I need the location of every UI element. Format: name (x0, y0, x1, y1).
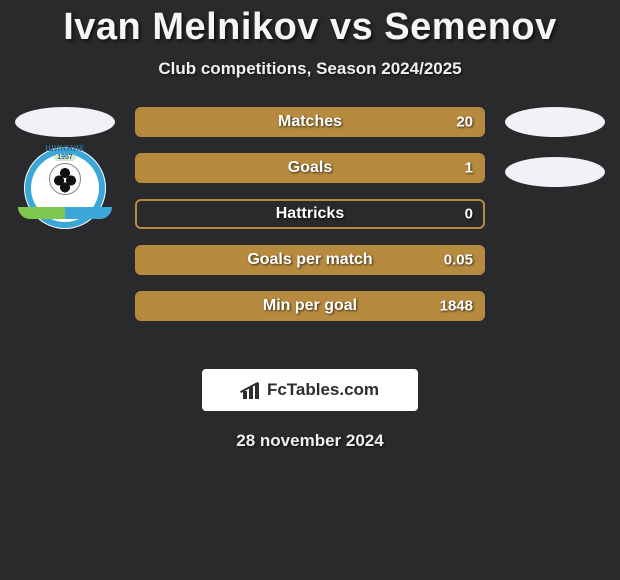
stat-bar-row: Min per goal 1848 (135, 291, 485, 321)
comparison-title: Ivan Melnikov vs Semenov (0, 0, 620, 49)
comparison-stage: ШИННИК 1957 Matches 20 Goals 1 Hattricks 0 Goa… (0, 107, 620, 367)
club-year-text: 1957 (54, 154, 76, 161)
date-text: 28 november 2024 (0, 431, 620, 451)
player-photo-placeholder-right-2 (505, 157, 605, 187)
football-icon (49, 163, 81, 195)
stat-bar-label: Min per goal (263, 297, 357, 315)
stat-bar-value: 0.05 (444, 252, 473, 269)
stat-bar-label: Goals (288, 159, 332, 177)
stat-bar-label: Matches (278, 113, 342, 131)
stat-bar-label: Goals per match (247, 251, 372, 269)
club-name-text: ШИННИК (46, 147, 85, 153)
brand-box[interactable]: FcTables.com (202, 369, 418, 411)
stat-bar-row: Goals per match 0.05 (135, 245, 485, 275)
stats-bars: Matches 20 Goals 1 Hattricks 0 Goals per match… (135, 107, 485, 337)
stat-bar-value: 1 (465, 160, 473, 177)
stat-bar-row: Hattricks 0 (135, 199, 485, 229)
comparison-subtitle: Club competitions, Season 2024/2025 (0, 59, 620, 79)
left-player-column: ШИННИК 1957 (10, 107, 120, 229)
player-photo-placeholder-right-1 (505, 107, 605, 137)
stat-bar-value: 20 (456, 114, 473, 131)
club-badge-inner: ШИННИК 1957 (24, 147, 106, 229)
right-player-column (500, 107, 610, 187)
stat-bar-row: Matches 20 (135, 107, 485, 137)
stat-bar-value: 1848 (440, 298, 473, 315)
club-badge-left: ШИННИК 1957 (24, 147, 106, 229)
stat-bar-label: Hattricks (276, 205, 344, 223)
stat-bar-row: Goals 1 (135, 153, 485, 183)
stat-bar-value: 0 (465, 206, 473, 223)
bar-chart-icon (241, 381, 261, 399)
brand-text: FcTables.com (267, 380, 379, 400)
